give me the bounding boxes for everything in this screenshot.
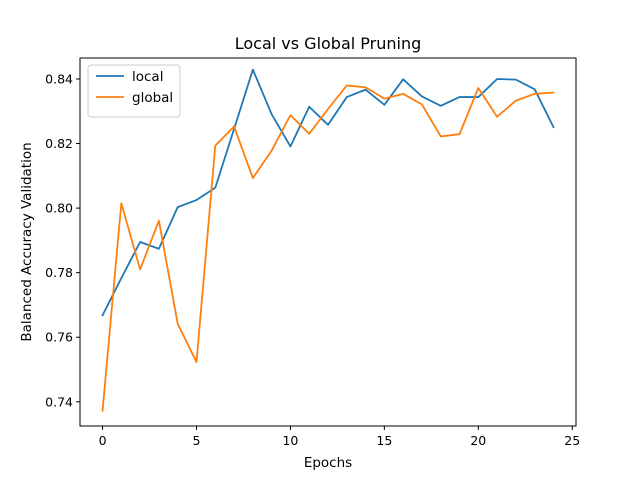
y-tick-label: 0.80 bbox=[45, 201, 73, 216]
x-tick-label: 20 bbox=[470, 433, 486, 448]
y-axis-label: Balanced Accuracy Validation bbox=[19, 142, 35, 341]
axes-frame bbox=[79, 57, 577, 427]
x-tick-label: 15 bbox=[376, 433, 392, 448]
y-tick-label: 0.74 bbox=[45, 394, 73, 409]
legend-box bbox=[87, 64, 181, 118]
y-tick-label: 0.78 bbox=[45, 265, 73, 280]
x-tick-label: 10 bbox=[282, 433, 298, 448]
x-tick-label: 5 bbox=[193, 433, 201, 448]
x-tick-label: 25 bbox=[564, 433, 580, 448]
plot-area: 0 5 10 15 20 25 0.74 0.76 0.78 0.80 0.82 0.84 bbox=[45, 57, 580, 448]
legend-label-local: local bbox=[132, 69, 163, 85]
x-tick-label: 0 bbox=[99, 433, 107, 448]
y-tick-label: 0.76 bbox=[45, 330, 73, 345]
series-line-local bbox=[101, 68, 555, 317]
x-axis-label: Epochs bbox=[304, 455, 352, 471]
y-tick-label: 0.82 bbox=[45, 136, 73, 151]
series-line-global bbox=[101, 84, 555, 412]
legend: local global bbox=[87, 64, 181, 118]
y-tick-label: 0.84 bbox=[45, 71, 73, 86]
legend-label-global: global bbox=[132, 90, 173, 106]
chart-title: Local vs Global Pruning bbox=[235, 34, 422, 53]
